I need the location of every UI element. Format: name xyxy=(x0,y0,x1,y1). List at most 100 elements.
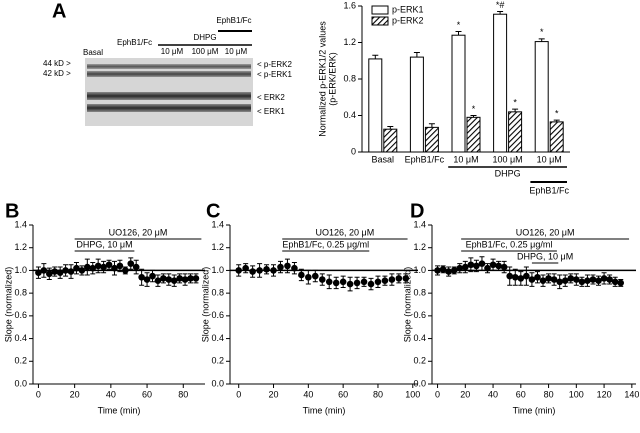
marker-label: 42 kD > xyxy=(43,69,71,78)
error-bar xyxy=(372,54,379,59)
data-point xyxy=(311,272,319,280)
x-tick-label: 0 xyxy=(236,389,241,399)
error-bar xyxy=(538,38,545,42)
annotation: EphB1/Fc, 0.25 μg/ml xyxy=(466,239,553,249)
y-tick-label: 0.4 xyxy=(343,110,356,120)
bar xyxy=(424,126,439,153)
data-point xyxy=(467,261,475,269)
dose-label: 10 μM xyxy=(161,47,184,56)
data-point xyxy=(456,264,464,272)
data-point xyxy=(73,264,80,272)
x-axis-label: Time (min) xyxy=(303,405,346,415)
data-point xyxy=(89,264,97,272)
bar xyxy=(493,13,508,153)
band xyxy=(87,92,251,100)
data-point xyxy=(67,268,75,275)
x-tick-label: 40 xyxy=(303,389,313,399)
y-axis-label: Normalized p-ERK1/2 values xyxy=(317,21,327,137)
x-tick-label: 100 xyxy=(569,389,584,399)
data-point xyxy=(550,276,558,283)
data-point xyxy=(187,275,194,282)
data-point xyxy=(35,269,42,277)
y-tick-label: 0.8 xyxy=(343,73,356,83)
data-point xyxy=(388,276,396,283)
group-label: EphB1/Fc xyxy=(529,185,569,195)
y-tick-label: 0.6 xyxy=(14,310,27,320)
data-point xyxy=(94,262,102,270)
data-point xyxy=(434,267,441,274)
x-tick-label: 60 xyxy=(142,389,152,399)
x-tick-label: 10 μM xyxy=(453,154,478,164)
data-point xyxy=(284,262,291,270)
x-tick-label: Basal xyxy=(372,154,395,164)
annotation: EphB1/Fc, 0.25 μg/ml xyxy=(282,239,369,249)
error-bar xyxy=(470,115,477,118)
x-tick-label: 10 μM xyxy=(537,154,562,164)
data-point xyxy=(116,262,124,270)
data-point xyxy=(584,277,591,284)
y-axis-label: Slope (normalized) xyxy=(3,267,13,343)
data-point xyxy=(138,273,145,281)
y-tick-label: 0.2 xyxy=(211,356,224,366)
bar xyxy=(409,56,424,153)
value-label: * xyxy=(457,20,461,30)
x-tick-label: 40 xyxy=(106,389,116,399)
legend-label: p-ERK1 xyxy=(392,4,424,14)
annotation: UO126, 20 μM xyxy=(316,227,375,237)
data-point xyxy=(600,275,608,282)
error-bar xyxy=(428,123,435,128)
data-point xyxy=(534,273,541,281)
error-bar xyxy=(553,119,560,122)
y-axis-label: Slope (normalized) xyxy=(402,267,412,343)
data-point xyxy=(181,276,189,283)
y-tick-label: 0.2 xyxy=(14,356,27,366)
data-point xyxy=(528,276,536,283)
y-tick-label: 1.2 xyxy=(14,242,27,252)
band-label: < ERK1 xyxy=(257,107,285,116)
y-tick-label: 0.6 xyxy=(211,310,224,320)
data-point xyxy=(298,271,305,279)
x-tick-label: 20 xyxy=(269,389,279,399)
lane-label: EphB1/Fc xyxy=(117,38,152,47)
data-point xyxy=(561,277,569,284)
data-point xyxy=(277,263,284,271)
y-tick-label: 0.0 xyxy=(211,378,224,388)
x-tick-label: 0 xyxy=(435,389,440,399)
x-tick-label: 60 xyxy=(516,389,526,399)
data-point xyxy=(149,272,156,280)
bar xyxy=(534,41,549,153)
x-axis-label: Time (min) xyxy=(513,405,556,415)
x-tick-label: 60 xyxy=(338,389,348,399)
data-point xyxy=(170,277,178,284)
data-point xyxy=(606,276,613,283)
data-point xyxy=(111,264,118,272)
data-point xyxy=(305,273,312,281)
data-point xyxy=(249,268,256,275)
bar xyxy=(466,116,481,153)
data-point xyxy=(176,275,183,282)
data-point xyxy=(100,263,107,271)
data-point xyxy=(105,261,113,269)
panel-letter: B xyxy=(5,200,19,222)
data-point xyxy=(445,268,452,275)
data-point xyxy=(439,265,447,273)
blot: A Basal EphB1/Fc EphB1/Fc DHPG 10 μM 100… xyxy=(43,0,292,126)
data-point xyxy=(511,273,519,281)
x-tick-label: 100 xyxy=(405,389,420,399)
y-tick-label: 1.2 xyxy=(211,242,224,252)
value-label: * xyxy=(513,97,517,107)
value-label: * xyxy=(555,108,559,118)
annotation: DHPG, 10 μM xyxy=(517,251,573,261)
data-point xyxy=(402,275,410,282)
data-point xyxy=(450,267,458,274)
y-tick-label: 1.0 xyxy=(413,265,426,275)
error-bar xyxy=(413,52,420,58)
data-point xyxy=(56,269,64,277)
legend-label: p-ERK2 xyxy=(392,15,424,25)
data-point xyxy=(165,276,173,283)
data-point xyxy=(595,277,602,284)
x-tick-label: 20 xyxy=(70,389,80,399)
data-point xyxy=(462,263,469,271)
data-point xyxy=(346,280,354,288)
x-tick-label: 120 xyxy=(597,389,612,399)
